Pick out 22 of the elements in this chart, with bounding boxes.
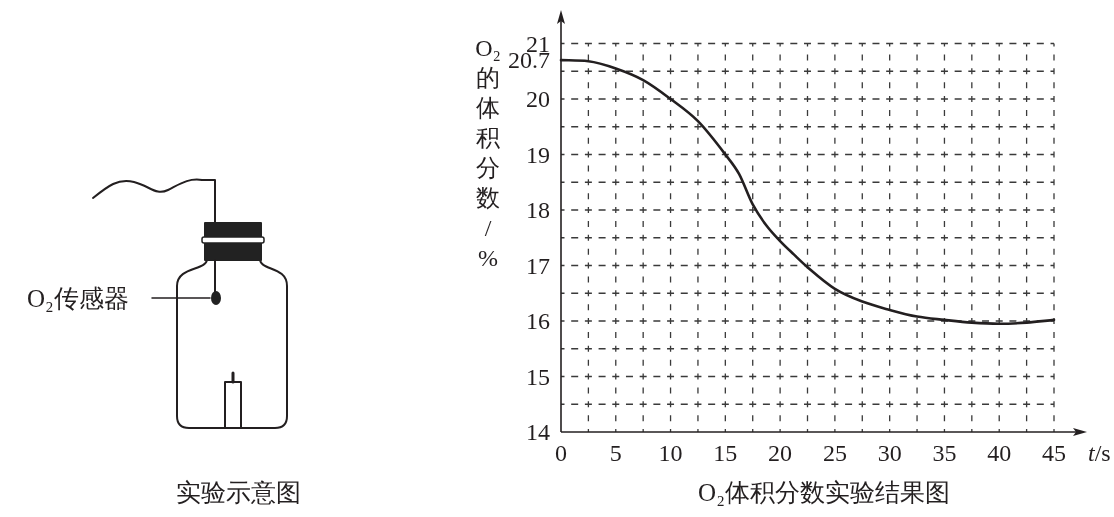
title: O₂体积分数实验结果图 xyxy=(698,479,950,506)
xtick: 45 xyxy=(1042,440,1066,466)
xtick: 35 xyxy=(932,440,957,466)
xtick: 30 xyxy=(877,440,902,466)
xtick: 15 xyxy=(713,440,738,466)
xtick: 5 xyxy=(609,440,622,466)
ytick: 20 xyxy=(526,86,550,113)
annotation: 实验示意图 xyxy=(175,479,301,506)
xtick: 10 xyxy=(658,440,683,466)
ylabel: O₂的体积分数/% xyxy=(475,34,501,271)
ytick: 18 xyxy=(526,197,550,224)
xlabel: t/s xyxy=(1088,440,1111,466)
annotation: O₂传感器 xyxy=(27,285,129,312)
ytick: 15 xyxy=(526,363,550,390)
xtick: 20 xyxy=(768,440,793,466)
ytick: 16 xyxy=(526,308,550,335)
ytick: 19 xyxy=(526,141,550,168)
xtick: 25 xyxy=(822,440,847,466)
ytick: 14 xyxy=(526,419,550,446)
ytick: 17 xyxy=(526,252,550,279)
xtick: 0 xyxy=(555,440,567,466)
xtick: 40 xyxy=(987,440,1012,466)
